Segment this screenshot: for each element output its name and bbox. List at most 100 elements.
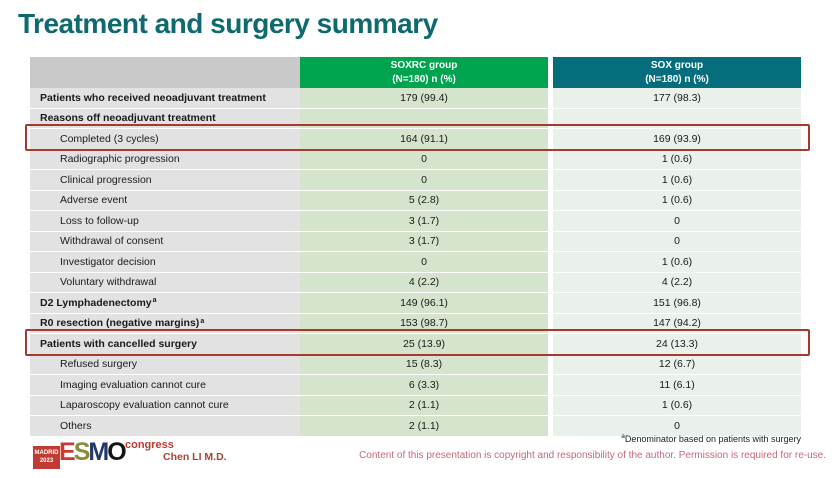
soxrc-value: 5 (2.8) — [300, 190, 548, 210]
column-gap — [548, 313, 553, 333]
soxrc-value: 3 (1.7) — [300, 231, 548, 251]
summary-table: SOXRC group (N=180) n (%) SOX group (N=1… — [25, 57, 810, 437]
table-header-row: SOXRC group (N=180) n (%) SOX group (N=1… — [30, 57, 801, 88]
table-row: Imaging evaluation cannot cure 6 (3.3) 11 … — [30, 375, 801, 396]
table-row: Investigator decision 0 1 (0.6) — [30, 252, 801, 273]
soxrc-value: 179 (99.4) — [300, 88, 548, 108]
row-label: Investigator decision — [30, 252, 300, 272]
year-label: 2023 — [39, 457, 54, 464]
table-row: D2 Lymphadenectomy a 149 (96.1) 151 (96.8) — [30, 293, 801, 314]
soxrc-value: 15 (8.3) — [300, 354, 548, 374]
table-row: Reasons off neoadjuvant treatment — [30, 108, 801, 129]
header-empty-cell — [30, 57, 300, 88]
column-gap — [548, 211, 553, 231]
table-row: R0 resection (negative margins) a 153 (98.… — [30, 313, 801, 334]
soxrc-value: 2 (1.1) — [300, 416, 548, 436]
soxrc-value: 0 — [300, 149, 548, 169]
column-header-sox: SOX group (N=180) n (%) — [553, 57, 801, 88]
row-label: Imaging evaluation cannot cure — [30, 375, 300, 395]
sox-group-sub: (N=180) n (%) — [645, 73, 709, 85]
table-row: Radiographic progression 0 1 (0.6) — [30, 149, 801, 170]
soxrc-value: 3 (1.7) — [300, 211, 548, 231]
sox-value: 12 (6.7) — [553, 354, 801, 374]
table-row: Voluntary withdrawal 4 (2.2) 4 (2.2) — [30, 272, 801, 293]
sox-group-name: SOX group — [650, 60, 704, 71]
sox-value: 1 (0.6) — [553, 190, 801, 210]
column-gap — [548, 149, 553, 169]
table-row: Withdrawal of consent 3 (1.7) 0 — [30, 231, 801, 252]
esmo-letter-o: O — [107, 438, 127, 466]
column-gap — [548, 293, 553, 313]
sox-value: 169 (93.9) — [553, 129, 801, 149]
footnote-marker: a — [621, 433, 625, 440]
soxrc-value: 153 (98.7) — [300, 313, 548, 333]
page-title: Treatment and surgery summary — [18, 8, 438, 39]
table-row: Loss to follow-up 3 (1.7) 0 — [30, 211, 801, 232]
soxrc-value — [300, 108, 548, 128]
column-gap — [548, 252, 553, 272]
row-label: Refused surgery — [30, 354, 300, 374]
presenter-name: Chen LI M.D. — [163, 451, 227, 463]
column-gap — [548, 334, 553, 354]
sox-value: 147 (94.2) — [553, 313, 801, 333]
row-label: Clinical progression — [30, 170, 300, 190]
column-gap — [548, 129, 553, 149]
esmo-letter-s: S — [73, 438, 91, 466]
column-gap — [548, 272, 553, 292]
sox-value: 151 (96.8) — [553, 293, 801, 313]
soxrc-value: 0 — [300, 252, 548, 272]
column-gap — [548, 416, 553, 436]
sox-value: 0 — [553, 231, 801, 251]
column-gap — [548, 57, 553, 88]
soxrc-value: 149 (96.1) — [300, 293, 548, 313]
table-row: Patients with cancelled surgery 25 (13.9)… — [25, 329, 810, 356]
row-label: Adverse event — [30, 190, 300, 210]
table-row: Adverse event 5 (2.8) 1 (0.6) — [30, 190, 801, 211]
sox-value: 0 — [553, 416, 801, 436]
soxrc-value: 4 (2.2) — [300, 272, 548, 292]
row-label: Withdrawal of consent — [30, 231, 300, 251]
column-gap — [548, 88, 553, 108]
column-gap — [548, 395, 553, 415]
soxrc-value: 6 (3.3) — [300, 375, 548, 395]
row-label: Loss to follow-up — [30, 211, 300, 231]
sox-value: 1 (0.6) — [553, 170, 801, 190]
sox-value: 24 (13.3) — [553, 334, 801, 354]
table-row: Laparoscopy evaluation cannot cure 2 (1.1… — [30, 395, 801, 416]
copyright-notice: Content of this presentation is copyrigh… — [359, 450, 826, 461]
sox-value: 0 — [553, 211, 801, 231]
row-label: Patients with cancelled surgery — [30, 334, 300, 354]
sox-value — [553, 108, 801, 128]
footnote-marker: a — [152, 297, 157, 305]
row-label: Laparoscopy evaluation cannot cure — [30, 395, 300, 415]
esmo-letter-m: M — [88, 438, 109, 466]
esmo-letter-e: E — [59, 438, 76, 466]
row-label: D2 Lymphadenectomy a — [30, 293, 300, 313]
table-row: Others 2 (1.1) 0 — [30, 416, 801, 437]
table-row: Clinical progression 0 1 (0.6) — [30, 170, 801, 191]
sox-value: 11 (6.1) — [553, 375, 801, 395]
column-gap — [548, 190, 553, 210]
esmo-congress-logo: MADRID 2023 ESMO congress — [33, 438, 203, 472]
madrid-2023-badge: MADRID 2023 — [33, 446, 60, 469]
sox-value: 177 (98.3) — [553, 88, 801, 108]
soxrc-value: 2 (1.1) — [300, 395, 548, 415]
row-label: Completed (3 cycles) — [30, 129, 300, 149]
column-gap — [548, 108, 553, 128]
sox-value: 1 (0.6) — [553, 395, 801, 415]
column-gap — [548, 354, 553, 374]
sox-value: 4 (2.2) — [553, 272, 801, 292]
table-row: Refused surgery 15 (8.3) 12 (6.7) — [30, 354, 801, 375]
soxrc-value: 0 — [300, 170, 548, 190]
soxrc-group-sub: (N=180) n (%) — [392, 73, 456, 85]
table-body: Patients who received neoadjuvant treatm… — [25, 88, 810, 437]
sox-value: 1 (0.6) — [553, 252, 801, 272]
footnote-text: Denominator based on patients with surge… — [624, 434, 801, 444]
column-gap — [548, 375, 553, 395]
soxrc-group-name: SOXRC group — [390, 60, 458, 71]
congress-label: congress — [125, 439, 174, 451]
column-gap — [548, 231, 553, 251]
soxrc-value: 164 (91.1) — [300, 129, 548, 149]
column-gap — [548, 170, 553, 190]
sox-value: 1 (0.6) — [553, 149, 801, 169]
